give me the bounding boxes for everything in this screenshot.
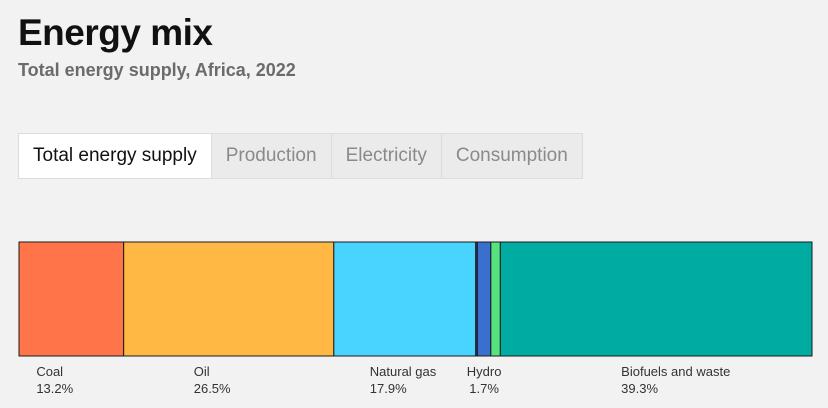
segment-value-label: 26.5% (194, 381, 231, 396)
segment-value-label: 13.2% (36, 381, 73, 396)
bar-segment-coal[interactable] (18, 241, 125, 357)
page-subtitle: Total energy supply, Africa, 2022 (18, 60, 296, 80)
energy-mix-stacked-bar-chart: Coal 13.2% Oil 26.5% Natural gas 17.9% Hydro 1.… (18, 241, 813, 396)
page-title: Energy mix (18, 12, 213, 53)
segment-value-label: 39.3% (621, 381, 658, 396)
bar-segment-biofuels-and-waste[interactable] (499, 241, 813, 357)
bar-segment-wind-solar-etc[interactable] (490, 241, 501, 357)
tab-bar: Total energy supply Production Electrici… (18, 133, 583, 179)
tab-consumption[interactable]: Consumption (455, 145, 568, 166)
segment-name-label: Oil (194, 364, 210, 379)
tab-electricity[interactable]: Electricity (332, 134, 442, 178)
tab-total-energy-supply[interactable]: Total energy supply (19, 134, 212, 178)
tab-production[interactable]: Production (212, 134, 332, 178)
bar-segment-oil[interactable] (123, 241, 335, 357)
bar-segment-natural-gas[interactable] (333, 241, 477, 357)
segment-value-label: 1.7% (469, 381, 499, 396)
bar-segment-hydro[interactable] (476, 241, 492, 357)
segment-name-label: Hydro (467, 364, 502, 379)
segment-name-label: Coal (36, 364, 63, 379)
segment-name-label: Natural gas (370, 364, 437, 379)
segment-value-label: 17.9% (370, 381, 407, 396)
segment-name-label: Biofuels and waste (621, 364, 730, 379)
